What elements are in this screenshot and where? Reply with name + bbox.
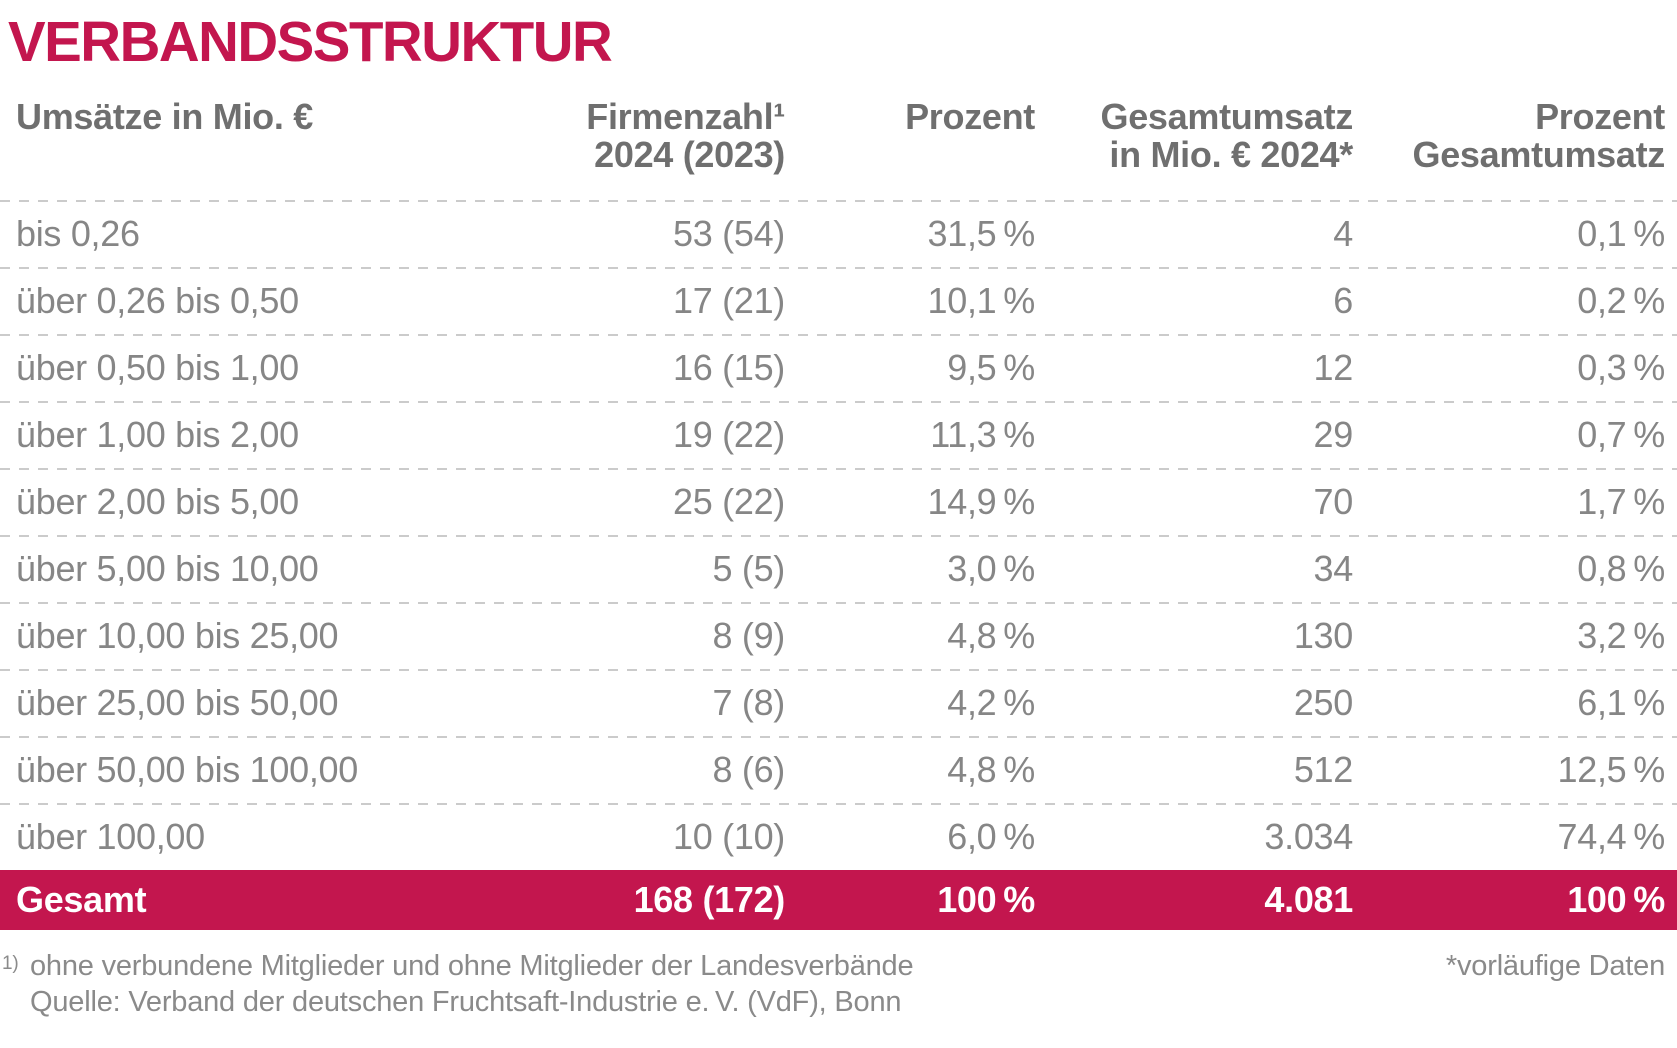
cell-gesamtumsatz: 130 [1293, 614, 1353, 656]
cell-firmenzahl: 8 (6) [712, 748, 785, 790]
cell-prozent-gesamtumsatz: 0,1 % [1577, 212, 1665, 254]
cell-umsatz-range: über 10,00 bis 25,00 [16, 614, 339, 656]
header-firmenzahl: Firmenzahl¹ 2024 (2023) [586, 96, 785, 175]
cell-prozent: 6,0 % [947, 815, 1035, 857]
cell-firmenzahl: 8 (9) [712, 614, 785, 656]
table-row: über 10,00 bis 25,00 8 (9) 4,8 % 130 3,2… [0, 602, 1677, 669]
cell-gesamtumsatz: 34 [1313, 547, 1354, 589]
footnote-members: 1) ohne verbundene Mitglieder und ohne Mi… [2, 948, 914, 984]
cell-prozent-gesamtumsatz: 6,1 % [1577, 681, 1665, 723]
cell-prozent-gesamtumsatz: 0,2 % [1577, 279, 1665, 321]
verbandsstruktur-infographic: VERBANDSSTRUKTUR Umsätze in Mio. € Firme… [0, 10, 1677, 1048]
cell-firmenzahl: 19 (22) [673, 413, 785, 455]
cell-gesamtumsatz: 3.034 [1264, 815, 1353, 857]
cell-firmenzahl: 17 (21) [673, 279, 785, 321]
cell-total-prozent-gesamtumsatz: 100 % [1567, 879, 1665, 920]
cell-prozent-gesamtumsatz: 1,7 % [1577, 480, 1665, 522]
cell-prozent: 9,5 % [947, 346, 1035, 388]
cell-total-label: Gesamt [16, 879, 147, 920]
cell-firmenzahl: 16 (15) [673, 346, 785, 388]
cell-umsatz-range: bis 0,26 [16, 212, 140, 254]
cell-gesamtumsatz: 512 [1293, 748, 1353, 790]
cell-umsatz-range: über 0,50 bis 1,00 [16, 346, 299, 388]
cell-total-prozent: 100 % [937, 879, 1035, 920]
cell-umsatz-range: über 1,00 bis 2,00 [16, 413, 299, 455]
header-prozent-gesamtumsatz: Prozent Gesamtumsatz [1412, 96, 1666, 175]
cell-umsatz-range: über 2,00 bis 5,00 [16, 480, 299, 522]
header-umsaetze: Umsätze in Mio. € [16, 96, 313, 137]
cell-firmenzahl: 53 (54) [673, 212, 785, 254]
cell-total-gesamtumsatz: 4.081 [1264, 879, 1353, 920]
header-gesamtumsatz: Gesamtumsatz in Mio. € 2024* [1100, 96, 1354, 175]
cell-gesamtumsatz: 70 [1313, 480, 1354, 522]
table-row: über 5,00 bis 10,00 5 (5) 3,0 % 34 0,8 % [0, 535, 1677, 602]
cell-prozent: 4,8 % [947, 748, 1035, 790]
cell-umsatz-range: über 5,00 bis 10,00 [16, 547, 319, 589]
header-prozent: Prozent [905, 96, 1035, 137]
cell-prozent-gesamtumsatz: 3,2 % [1577, 614, 1665, 656]
table-row: über 50,00 bis 100,00 8 (6) 4,8 % 512 12… [0, 736, 1677, 803]
cell-prozent: 14,9 % [927, 480, 1036, 522]
cell-prozent-gesamtumsatz: 12,5 % [1557, 748, 1666, 790]
cell-prozent-gesamtumsatz: 0,7 % [1577, 413, 1665, 455]
cell-prozent-gesamtumsatz: 0,8 % [1577, 547, 1665, 589]
table-row: bis 0,26 53 (54) 31,5 % 4 0,1 % [0, 200, 1677, 267]
cell-total-firmenzahl: 168 (172) [633, 879, 786, 920]
footnote-line-1: 1) ohne verbundene Mitglieder und ohne Mi… [0, 948, 1677, 984]
cell-gesamtumsatz: 4 [1333, 212, 1353, 254]
footnotes: 1) ohne verbundene Mitglieder und ohne Mi… [0, 948, 1677, 1020]
cell-gesamtumsatz: 250 [1293, 681, 1353, 723]
cell-gesamtumsatz: 12 [1313, 346, 1354, 388]
footnote-marker: 1) [2, 953, 19, 974]
cell-firmenzahl: 10 (10) [673, 815, 785, 857]
page-title: VERBANDSSTRUKTUR [8, 10, 613, 74]
cell-umsatz-range: über 50,00 bis 100,00 [16, 748, 358, 790]
cell-prozent: 10,1 % [927, 279, 1036, 321]
footnote-preliminary-data: *vorläufige Daten [1445, 950, 1665, 982]
cell-prozent: 4,2 % [947, 681, 1035, 723]
cell-prozent: 31,5 % [927, 212, 1036, 254]
footnote-source: Quelle: Verband der deutschen Fruchtsaft… [30, 986, 902, 1018]
cell-prozent: 11,3 % [930, 413, 1035, 455]
table-row: über 25,00 bis 50,00 7 (8) 4,2 % 250 6,1… [0, 669, 1677, 736]
cell-umsatz-range: über 25,00 bis 50,00 [16, 681, 339, 723]
cell-firmenzahl: 5 (5) [712, 547, 785, 589]
table-row: über 100,00 10 (10) 6,0 % 3.034 74,4 % [0, 803, 1677, 870]
cell-firmenzahl: 25 (22) [673, 480, 785, 522]
cell-prozent-gesamtumsatz: 74,4 % [1557, 815, 1666, 857]
table-row: über 0,50 bis 1,00 16 (15) 9,5 % 12 0,3 … [0, 334, 1677, 401]
table-header: Umsätze in Mio. € Firmenzahl¹ 2024 (2023… [0, 68, 1677, 200]
cell-prozent: 4,8 % [947, 614, 1035, 656]
cell-firmenzahl: 7 (8) [712, 681, 785, 723]
cell-umsatz-range: über 100,00 [16, 815, 205, 857]
cell-prozent: 3,0 % [947, 547, 1035, 589]
table-total-row: Gesamt 168 (172) 100 % 4.081 100 % [0, 870, 1677, 930]
table-row: über 2,00 bis 5,00 25 (22) 14,9 % 70 1,7… [0, 468, 1677, 535]
cell-gesamtumsatz: 6 [1333, 279, 1353, 321]
table-row: über 1,00 bis 2,00 19 (22) 11,3 % 29 0,7… [0, 401, 1677, 468]
cell-gesamtumsatz: 29 [1313, 413, 1354, 455]
cell-prozent-gesamtumsatz: 0,3 % [1577, 346, 1665, 388]
table-row: über 0,26 bis 0,50 17 (21) 10,1 % 6 0,2 … [0, 267, 1677, 334]
cell-umsatz-range: über 0,26 bis 0,50 [16, 279, 299, 321]
